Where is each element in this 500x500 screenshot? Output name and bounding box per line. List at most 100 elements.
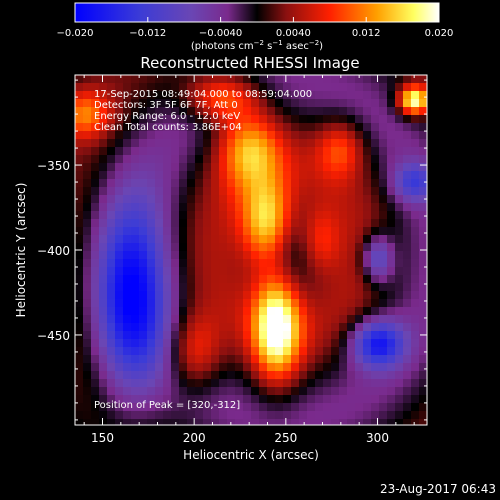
- heatmap-cell: [211, 171, 220, 180]
- heatmap-cell: [299, 315, 308, 324]
- heatmap-cell: [187, 91, 196, 100]
- heatmap-cell: [331, 283, 340, 292]
- heatmap-cell: [291, 123, 300, 132]
- heatmap-cell: [291, 243, 300, 252]
- heatmap-cell: [163, 243, 172, 252]
- heatmap-cell: [139, 419, 148, 425]
- heatmap-cell: [251, 195, 260, 204]
- heatmap-cell: [139, 299, 148, 308]
- heatmap-cell: [259, 363, 268, 372]
- heatmap-cell: [419, 227, 427, 236]
- heatmap-cell: [251, 235, 260, 244]
- heatmap-cell: [163, 403, 172, 412]
- heatmap-cell: [387, 123, 396, 132]
- heatmap-cell: [411, 291, 420, 300]
- heatmap-cell: [395, 275, 404, 284]
- heatmap-cell: [131, 299, 140, 308]
- heatmap-cell: [315, 315, 324, 324]
- heatmap-cell: [139, 411, 148, 420]
- heatmap-cell: [83, 163, 92, 172]
- heatmap-cell: [195, 219, 204, 228]
- heatmap-cell: [363, 307, 372, 316]
- heatmap-cell: [147, 107, 156, 116]
- heatmap-cell: [403, 339, 412, 348]
- heatmap-cell: [195, 187, 204, 196]
- heatmap-cell: [299, 395, 308, 404]
- heatmap-cell: [379, 187, 388, 196]
- heatmap-cell: [203, 419, 212, 425]
- heatmap-cell: [171, 339, 180, 348]
- heatmap-cell: [315, 403, 324, 412]
- heatmap-cell: [243, 243, 252, 252]
- heatmap-cell: [371, 179, 380, 188]
- heatmap-cell: [123, 331, 132, 340]
- heatmap-cell: [235, 187, 244, 196]
- heatmap-cell: [171, 203, 180, 212]
- heatmap-cell: [195, 371, 204, 380]
- heatmap-cell: [379, 419, 388, 425]
- heatmap-cell: [147, 147, 156, 156]
- heatmap-cell: [235, 99, 244, 108]
- x-tick-label: 250: [274, 431, 297, 445]
- heatmap-cell: [371, 91, 380, 100]
- heatmap-cell: [171, 227, 180, 236]
- heatmap-cell: [331, 419, 340, 425]
- heatmap-cell: [147, 259, 156, 268]
- heatmap-cell: [355, 155, 364, 164]
- heatmap-cell: [291, 331, 300, 340]
- heatmap-cell: [131, 283, 140, 292]
- heatmap-cell: [419, 147, 427, 156]
- heatmap-cell: [259, 379, 268, 388]
- heatmap-cell: [331, 179, 340, 188]
- heatmap-cell: [291, 283, 300, 292]
- heatmap-cell: [75, 91, 84, 100]
- heatmap-cell: [227, 323, 236, 332]
- heatmap-cell: [147, 267, 156, 276]
- heatmap-cell: [403, 347, 412, 356]
- heatmap-cell: [211, 275, 220, 284]
- heatmap-cell: [379, 155, 388, 164]
- heatmap-cell: [187, 171, 196, 180]
- heatmap-cell: [299, 387, 308, 396]
- heatmap-cell: [139, 163, 148, 172]
- heatmap-cell: [403, 99, 412, 108]
- heatmap-cell: [195, 411, 204, 420]
- heatmap-cell: [179, 299, 188, 308]
- heatmap-cell: [259, 291, 268, 300]
- heatmap-cell: [195, 243, 204, 252]
- heatmap-cell: [395, 307, 404, 316]
- heatmap-cell: [115, 131, 124, 140]
- heatmap-cell: [403, 291, 412, 300]
- heatmap-cell: [323, 379, 332, 388]
- heatmap-cell: [275, 219, 284, 228]
- heatmap-cell: [195, 75, 204, 84]
- heatmap-cell: [179, 155, 188, 164]
- heatmap-cell: [163, 123, 172, 132]
- heatmap-cell: [299, 211, 308, 220]
- heatmap-cell: [299, 163, 308, 172]
- heatmap-cell: [363, 419, 372, 425]
- heatmap-cell: [131, 75, 140, 84]
- heatmap-cell: [315, 267, 324, 276]
- heatmap-cell: [139, 347, 148, 356]
- heatmap-cell: [403, 379, 412, 388]
- heatmap-cell: [115, 203, 124, 212]
- heatmap-cell: [315, 107, 324, 116]
- heatmap-cell: [259, 307, 268, 316]
- heatmap-cell: [331, 115, 340, 124]
- heatmap-cell: [131, 227, 140, 236]
- heatmap-cell: [267, 275, 276, 284]
- heatmap-cell: [267, 163, 276, 172]
- heatmap-cell: [411, 395, 420, 404]
- heatmap-cell: [387, 155, 396, 164]
- heatmap-cell: [251, 83, 260, 92]
- heatmap-cell: [91, 251, 100, 260]
- heatmap-cell: [75, 355, 84, 364]
- heatmap-cell: [227, 139, 236, 148]
- heatmap-cell: [395, 163, 404, 172]
- heatmap-cell: [315, 291, 324, 300]
- heatmap-cell: [171, 379, 180, 388]
- heatmap-cell: [371, 347, 380, 356]
- heatmap-cell: [363, 195, 372, 204]
- heatmap-cell: [99, 291, 108, 300]
